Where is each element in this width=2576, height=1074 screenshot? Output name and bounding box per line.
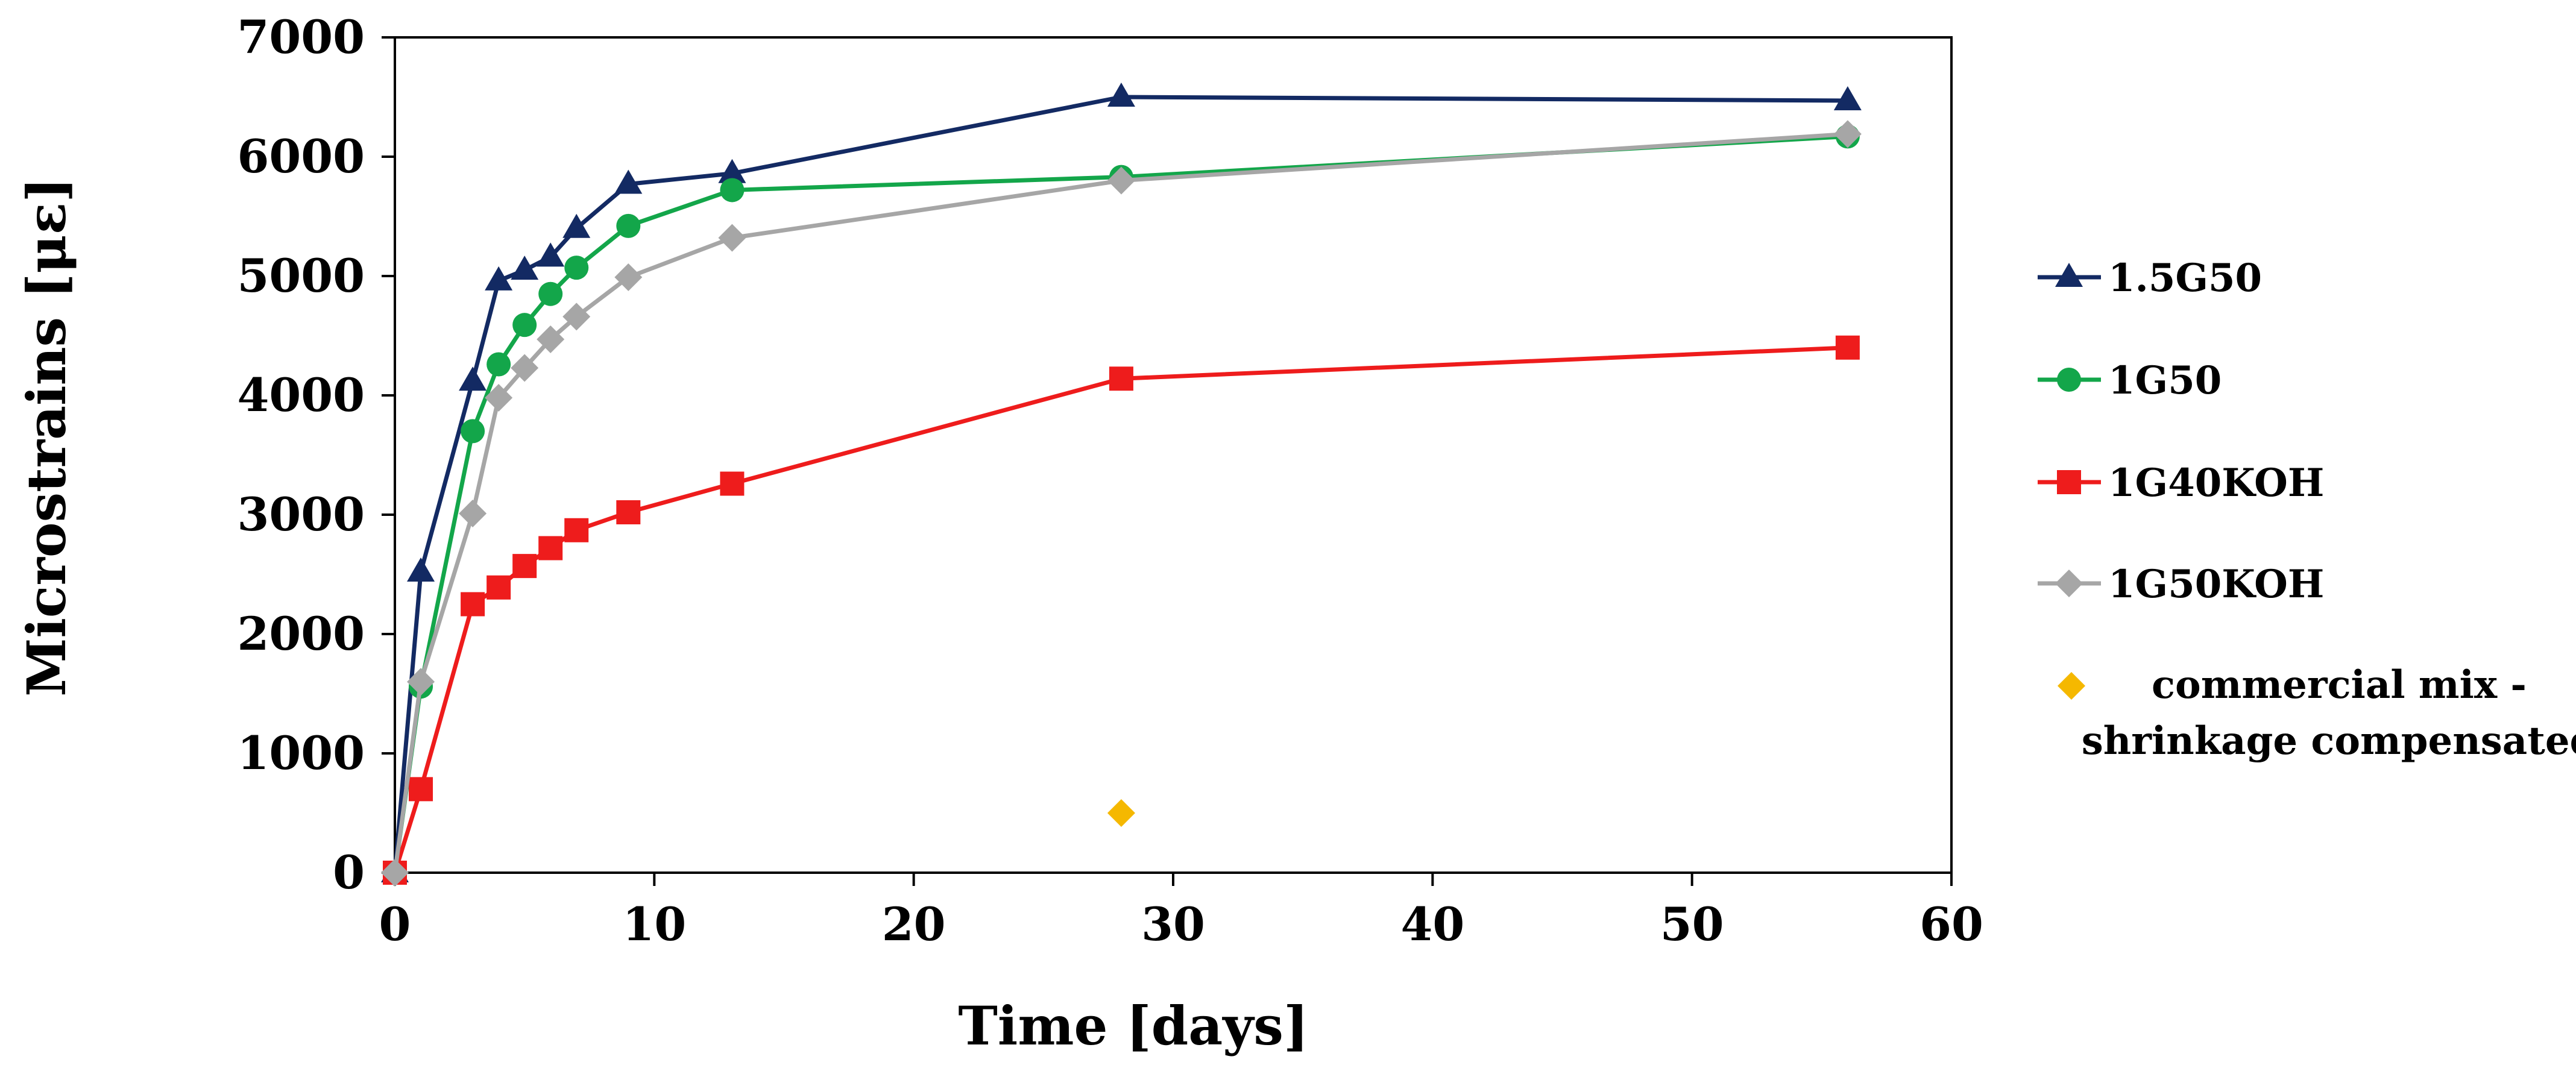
data-point <box>1107 83 1135 107</box>
legend-label: 1G40KOH <box>2108 460 2324 506</box>
data-series <box>381 83 1862 887</box>
data-point <box>409 777 433 802</box>
data-point <box>538 536 563 561</box>
data-point <box>511 256 539 280</box>
data-point <box>1835 335 1860 360</box>
data-point <box>1107 799 1135 827</box>
series-1g50koh <box>381 120 1862 887</box>
x-tick-label: 0 <box>379 897 411 951</box>
series-line <box>392 95 1848 873</box>
data-point <box>718 159 746 183</box>
data-point <box>461 592 485 617</box>
plot-frame <box>394 36 1953 874</box>
data-point <box>616 500 641 525</box>
data-point <box>614 263 643 291</box>
x-axis-title: Time [days] <box>958 994 1308 1057</box>
legend-label-line2: shrinkage compensated <box>2082 718 2576 764</box>
x-tick-label: 10 <box>622 897 686 951</box>
series-line <box>392 345 1848 874</box>
data-point <box>407 668 435 696</box>
series-line <box>392 131 1848 873</box>
legend-marker-diamond <box>2055 570 2083 597</box>
data-point <box>459 366 487 391</box>
series-1g50 <box>383 124 1860 885</box>
legend-marker-triangle <box>2055 263 2083 287</box>
series-line <box>392 134 1848 873</box>
y-tick-label: 3000 <box>237 488 365 541</box>
legend-marker-circle <box>2057 368 2081 392</box>
data-point <box>485 383 513 412</box>
data-point <box>487 575 511 600</box>
legend-entry-1g50koh: 1G50KOH <box>2038 562 2324 607</box>
data-point <box>1833 86 1862 110</box>
data-point <box>718 224 746 252</box>
axes <box>382 36 1953 886</box>
x-tick-label: 50 <box>1660 897 1724 951</box>
legend-label-line1: commercial mix - <box>2152 662 2527 708</box>
x-tick-label: 40 <box>1400 897 1464 951</box>
legend-label: 1G50 <box>2108 358 2222 403</box>
data-point <box>512 554 537 579</box>
data-point <box>538 281 563 306</box>
data-point <box>1107 166 1135 195</box>
legend-entry-1-5g50: 1.5G50 <box>2038 256 2262 301</box>
data-point <box>512 313 537 338</box>
y-axis-title: Microstrains [με] <box>15 177 78 697</box>
data-point <box>407 557 435 582</box>
data-point <box>720 471 745 496</box>
series-1-5g50 <box>381 83 1862 882</box>
legend-entry-1g40koh: 1G40KOH <box>2038 460 2324 506</box>
legend: 1.5G50 1G50 1G40KOH 1G50KOH commercial m… <box>2038 256 2576 764</box>
data-point <box>511 354 539 382</box>
data-point <box>614 169 643 194</box>
x-tick-label: 30 <box>1141 897 1205 951</box>
y-tick-label: 6000 <box>237 130 365 183</box>
y-tick-label: 0 <box>333 846 365 899</box>
data-point <box>562 303 591 331</box>
data-point <box>1109 366 1133 391</box>
x-tick-label: 60 <box>1919 897 1983 951</box>
y-tick-label: 1000 <box>237 726 365 780</box>
data-point <box>564 256 589 280</box>
data-point <box>485 266 513 290</box>
legend-entry-1g50: 1G50 <box>2038 358 2222 403</box>
y-tick-label: 7000 <box>237 10 365 64</box>
legend-entry-commercial-mix: commercial mix - shrinkage compensated <box>2058 662 2576 764</box>
data-point <box>537 242 565 267</box>
y-tick-label: 5000 <box>237 249 365 303</box>
legend-marker-square <box>2057 470 2081 494</box>
x-tick-label: 20 <box>882 897 946 951</box>
y-tick-label: 2000 <box>237 607 365 661</box>
data-point <box>537 325 565 353</box>
series-commercial-mix-shrinkage-compensated <box>1107 799 1135 827</box>
legend-marker-diamond <box>2058 672 2085 700</box>
data-point <box>459 500 487 528</box>
y-tick-label: 4000 <box>237 368 365 422</box>
legend-label: 1.5G50 <box>2108 256 2262 301</box>
data-point <box>720 178 745 203</box>
legend-label: 1G50KOH <box>2108 562 2324 607</box>
data-point <box>616 213 641 238</box>
tick-labels: 0 10 20 30 40 50 60 0 1000 2000 3000 4000 5000 6000 70… <box>237 10 1983 951</box>
data-point <box>381 859 409 887</box>
data-point <box>1833 120 1862 148</box>
data-point <box>461 419 485 444</box>
data-point <box>562 213 591 238</box>
data-point <box>564 518 589 542</box>
data-point <box>487 352 511 377</box>
